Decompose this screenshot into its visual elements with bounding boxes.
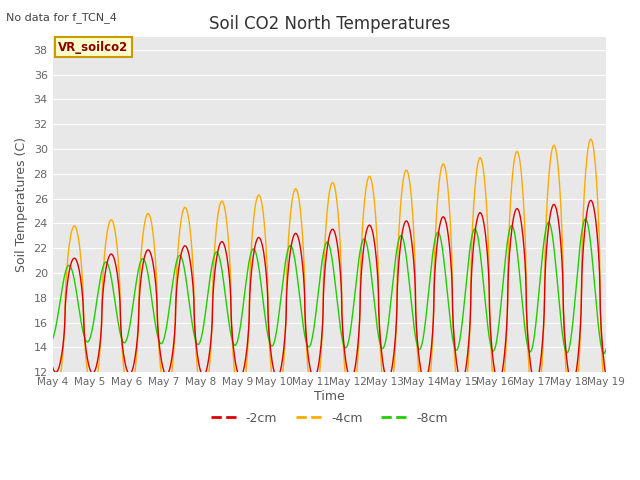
Text: VR_soilco2: VR_soilco2 [58, 41, 129, 54]
Text: No data for f_TCN_4: No data for f_TCN_4 [6, 12, 117, 23]
Title: Soil CO2 North Temperatures: Soil CO2 North Temperatures [209, 15, 450, 33]
Y-axis label: Soil Temperatures (C): Soil Temperatures (C) [15, 137, 28, 272]
Legend: -2cm, -4cm, -8cm: -2cm, -4cm, -8cm [206, 407, 453, 430]
X-axis label: Time: Time [314, 390, 345, 403]
